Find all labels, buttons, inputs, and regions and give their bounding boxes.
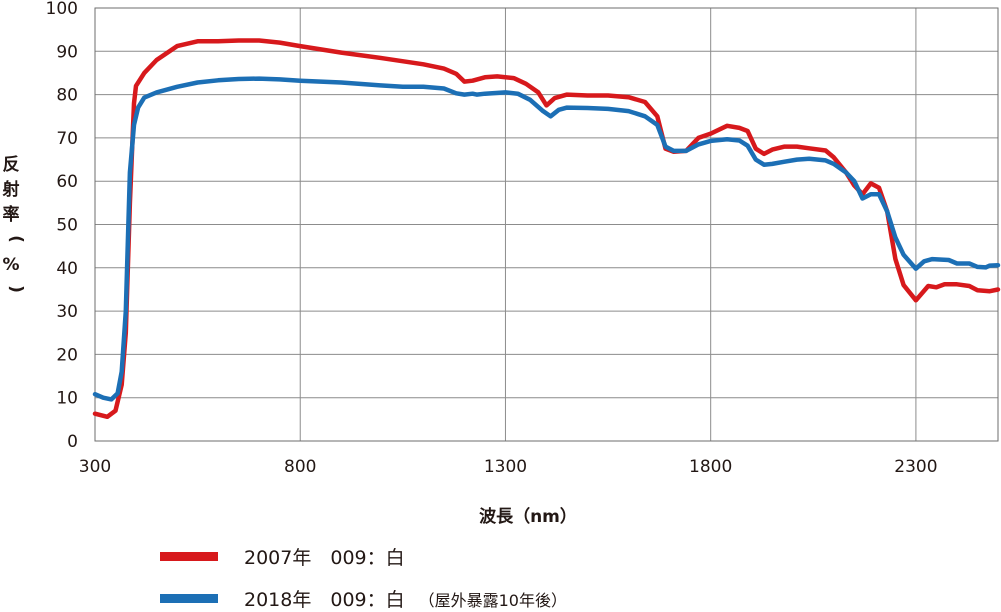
y-axis-label: 反射率 (%) [2, 155, 27, 293]
x-tick-labels: 300 800 1300 1800 2300 [79, 457, 938, 477]
y-axis-label-char: ) [6, 285, 26, 293]
y-tick-labels: 0 10 20 30 40 50 60 70 80 90 100 [46, 0, 78, 452]
y-tick-label: 70 [56, 129, 78, 149]
y-tick-label: 60 [56, 172, 78, 192]
y-tick-label: 0 [67, 432, 78, 452]
y-axis-label-char: 射 [2, 179, 20, 200]
legend-note-2018: （屋外暴露10年後） [418, 590, 567, 610]
legend-swatch-2007 [160, 552, 218, 561]
y-axis-label-char: % [2, 255, 19, 275]
legend-item-2007: 2007年 009：白 [160, 543, 405, 570]
y-axis-label-char: ( [6, 235, 26, 243]
series-lines [92, 38, 1001, 420]
x-tick-label: 1800 [689, 457, 732, 477]
plot-frame [94, 7, 999, 442]
legend-swatch-2018 [160, 594, 218, 603]
y-tick-label: 40 [56, 259, 78, 279]
x-tick-label: 800 [284, 457, 316, 477]
grid-lines [94, 7, 998, 442]
legend-label-2018: 2018年 009：白 [244, 589, 405, 611]
y-tick-label: 100 [46, 0, 78, 19]
series-line-1 [92, 76, 1001, 402]
x-tick-label: 1300 [484, 457, 527, 477]
y-tick-label: 80 [56, 86, 78, 106]
y-tick-label: 90 [56, 42, 78, 62]
series-line-0 [92, 38, 1001, 420]
legend-label-2007: 2007年 009：白 [244, 547, 405, 569]
legend-item-2018: 2018年 009：白 （屋外暴露10年後） [160, 585, 567, 612]
y-tick-label: 50 [56, 216, 78, 236]
x-tick-label: 300 [79, 457, 111, 477]
x-tick-label: 2300 [894, 457, 937, 477]
y-axis-label-char: 反 [3, 155, 20, 175]
y-axis-label-char: 率 [3, 204, 20, 225]
x-axis-label: 波長（nm） [479, 506, 577, 527]
y-tick-label: 10 [56, 389, 78, 409]
y-tick-label: 30 [56, 302, 78, 322]
y-tick-label: 20 [56, 345, 78, 365]
